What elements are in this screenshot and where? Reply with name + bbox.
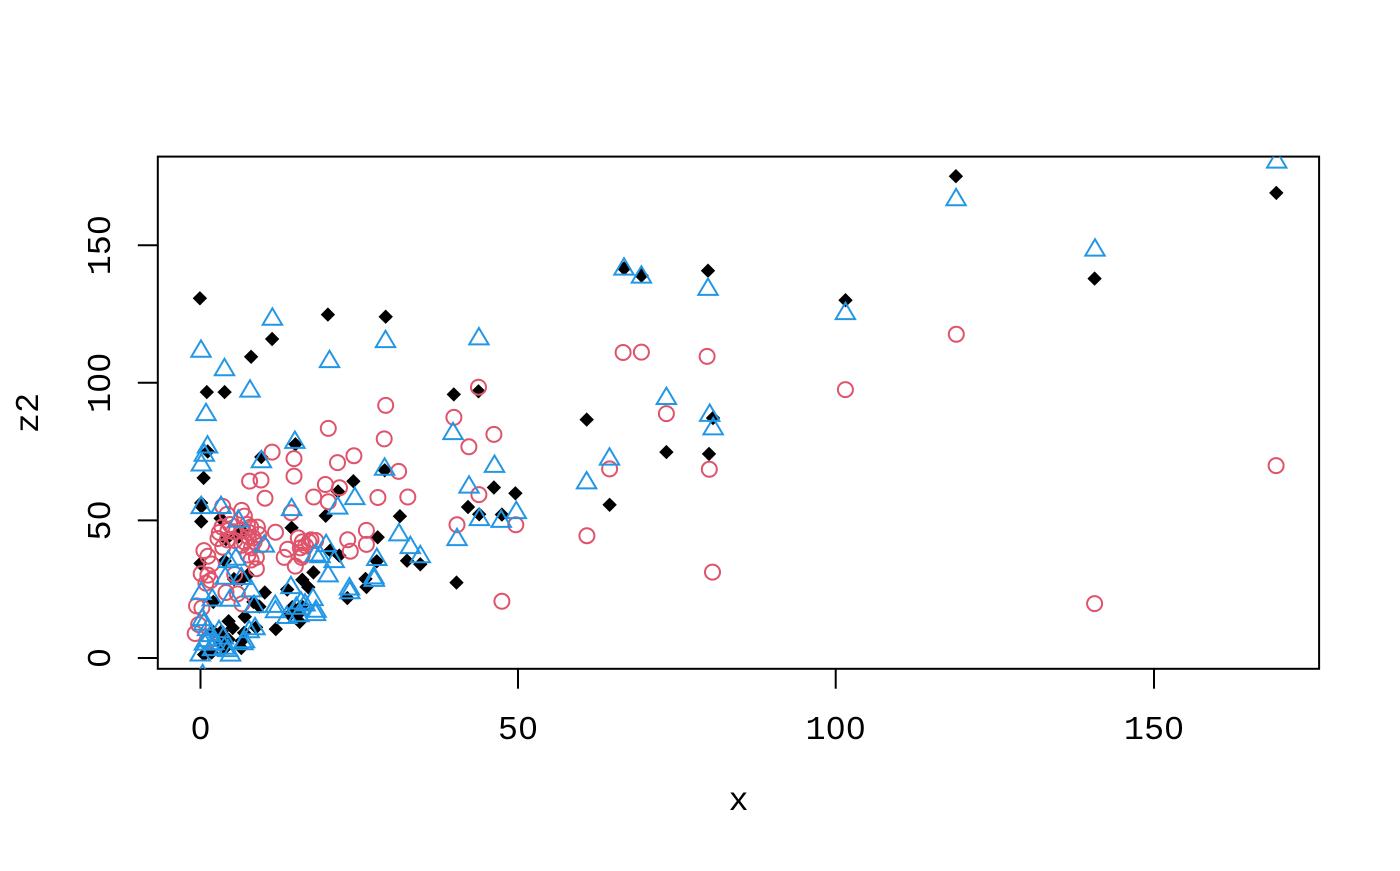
svg-text:x: x bbox=[728, 783, 748, 821]
svg-text:50: 50 bbox=[498, 712, 538, 750]
svg-text:50: 50 bbox=[83, 500, 121, 540]
svg-text:z2: z2 bbox=[11, 393, 49, 433]
